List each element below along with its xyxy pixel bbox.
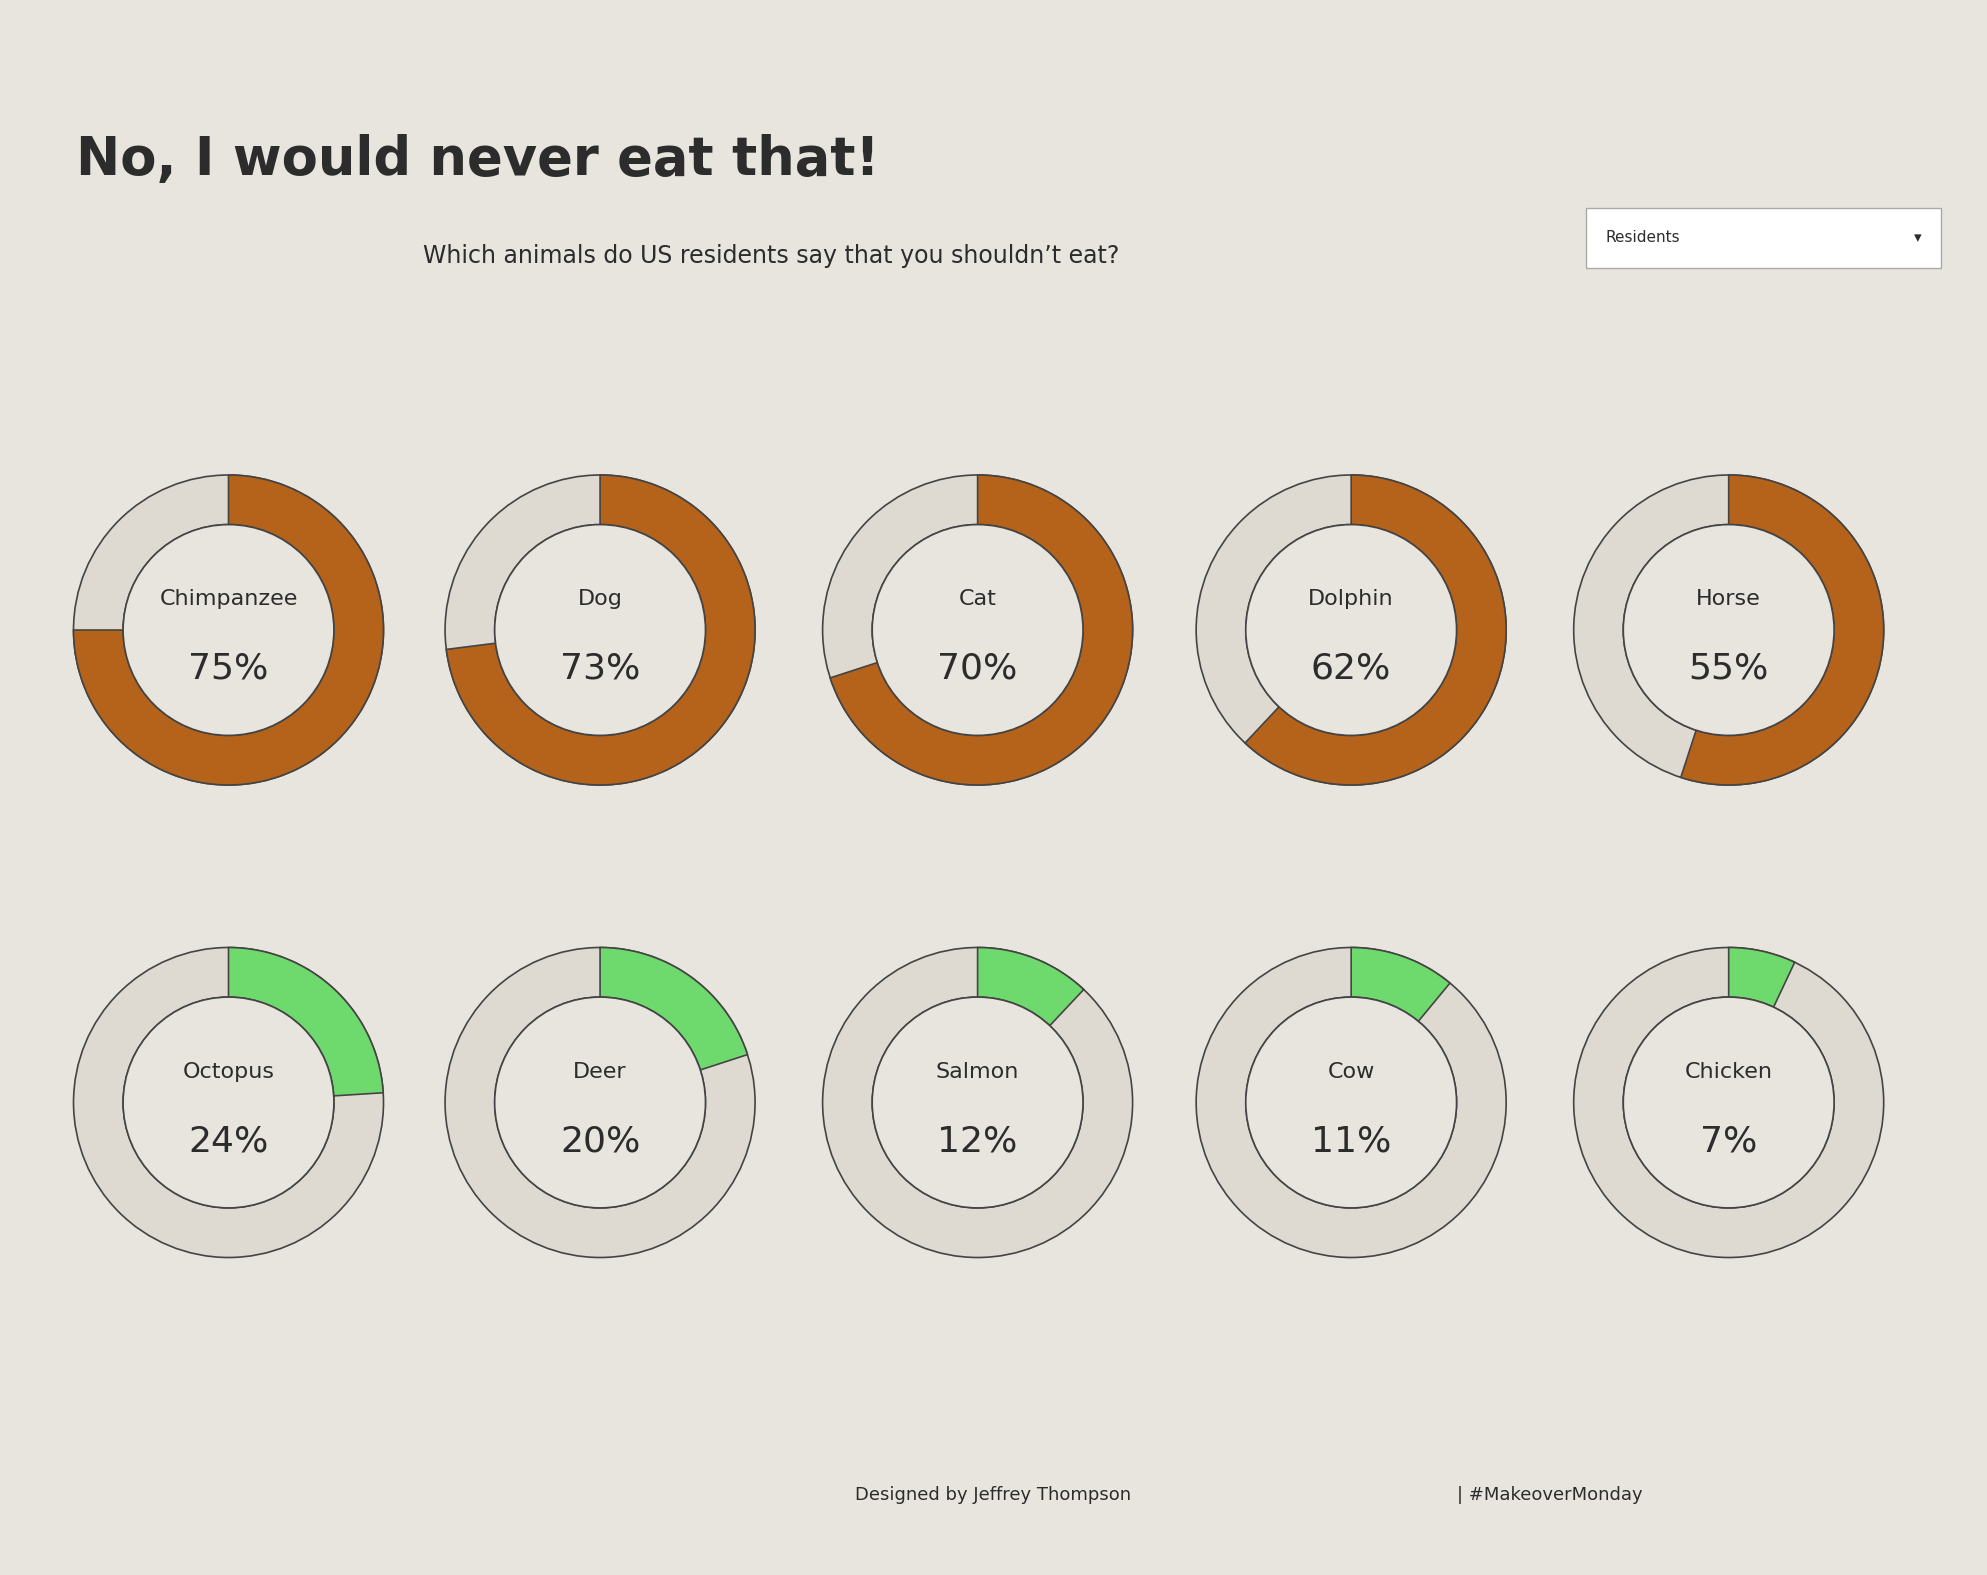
Ellipse shape <box>1574 948 1884 1257</box>
Ellipse shape <box>495 524 705 736</box>
Text: Deer: Deer <box>574 1062 626 1082</box>
Ellipse shape <box>1246 997 1456 1208</box>
PathPatch shape <box>447 476 755 784</box>
Text: 62%: 62% <box>1311 652 1391 685</box>
Ellipse shape <box>495 997 705 1208</box>
PathPatch shape <box>1681 476 1884 784</box>
Text: Designed by Jeffrey Thompson: Designed by Jeffrey Thompson <box>856 1487 1131 1504</box>
PathPatch shape <box>1246 476 1506 784</box>
Text: 75%: 75% <box>189 652 268 685</box>
Ellipse shape <box>123 997 334 1208</box>
Text: Cat: Cat <box>958 589 997 610</box>
Text: 11%: 11% <box>1311 1125 1391 1158</box>
Ellipse shape <box>123 524 334 736</box>
PathPatch shape <box>74 476 383 784</box>
Ellipse shape <box>495 997 705 1208</box>
Text: 24%: 24% <box>189 1125 268 1158</box>
Text: Chimpanzee: Chimpanzee <box>159 589 298 610</box>
Text: ▾: ▾ <box>1913 230 1921 246</box>
Ellipse shape <box>1623 524 1834 736</box>
Ellipse shape <box>1623 524 1834 736</box>
Text: Which animals do US residents say that you shouldn’t eat?: Which animals do US residents say that y… <box>423 244 1119 268</box>
Ellipse shape <box>74 948 383 1257</box>
Text: 7%: 7% <box>1701 1125 1757 1158</box>
PathPatch shape <box>1351 948 1451 1021</box>
Ellipse shape <box>123 997 334 1208</box>
Text: Horse: Horse <box>1697 589 1760 610</box>
Ellipse shape <box>1623 997 1834 1208</box>
Ellipse shape <box>1196 948 1506 1257</box>
Text: Octopus: Octopus <box>183 1062 274 1082</box>
Ellipse shape <box>123 524 334 736</box>
Ellipse shape <box>823 948 1133 1257</box>
Ellipse shape <box>872 524 1083 736</box>
Ellipse shape <box>74 476 383 784</box>
PathPatch shape <box>978 948 1083 1025</box>
Text: Chicken: Chicken <box>1685 1062 1772 1082</box>
Ellipse shape <box>1574 476 1884 784</box>
Text: 55%: 55% <box>1689 652 1768 685</box>
Text: Dolphin: Dolphin <box>1307 589 1395 610</box>
Ellipse shape <box>872 997 1083 1208</box>
Text: 20%: 20% <box>560 1125 640 1158</box>
Text: Cow: Cow <box>1327 1062 1375 1082</box>
Ellipse shape <box>495 524 705 736</box>
Ellipse shape <box>445 476 755 784</box>
PathPatch shape <box>600 948 747 1069</box>
Ellipse shape <box>1623 997 1834 1208</box>
Ellipse shape <box>1196 476 1506 784</box>
Ellipse shape <box>1246 997 1456 1208</box>
FancyBboxPatch shape <box>1586 208 1941 268</box>
Text: No, I would never eat that!: No, I would never eat that! <box>76 134 878 186</box>
Text: | #MakeoverMonday: | #MakeoverMonday <box>1456 1487 1643 1504</box>
Text: 73%: 73% <box>560 652 640 685</box>
PathPatch shape <box>1729 948 1794 1006</box>
PathPatch shape <box>831 476 1133 784</box>
Ellipse shape <box>872 997 1083 1208</box>
Ellipse shape <box>1246 524 1456 736</box>
Ellipse shape <box>872 524 1083 736</box>
Text: Salmon: Salmon <box>936 1062 1019 1082</box>
Ellipse shape <box>445 948 755 1257</box>
PathPatch shape <box>229 948 383 1096</box>
Ellipse shape <box>823 476 1133 784</box>
Text: 12%: 12% <box>938 1125 1017 1158</box>
Text: Dog: Dog <box>578 589 622 610</box>
Ellipse shape <box>1246 524 1456 736</box>
Text: 70%: 70% <box>938 652 1017 685</box>
Text: Residents: Residents <box>1605 230 1681 246</box>
